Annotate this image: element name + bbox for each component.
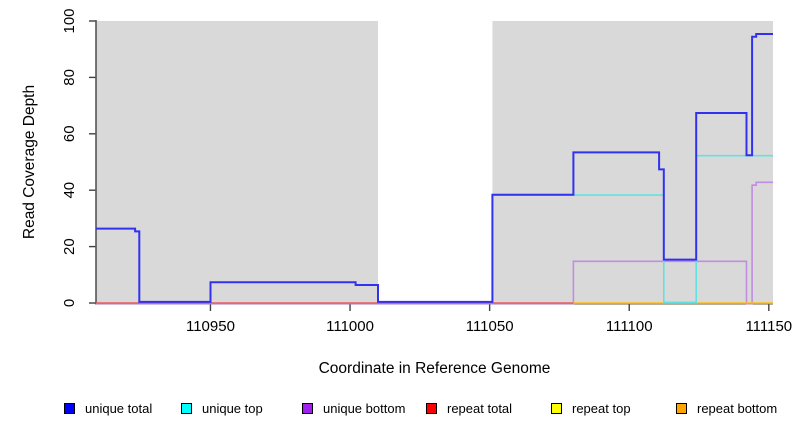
legend-swatch-unique-total: [64, 402, 75, 414]
y-tick-label-0: 0: [61, 299, 78, 307]
series-line-unique-total: [96, 33, 773, 303]
y-tick-label-20: 20: [61, 238, 78, 255]
legend-item-repeat-total: repeat total: [426, 399, 512, 417]
x-axis-title: Coordinate in Reference Genome: [318, 360, 551, 377]
x-tick-label-111000: 111000: [326, 318, 374, 335]
legend-item-repeat-bottom: repeat bottom: [676, 399, 777, 417]
x-tick-label-111050: 111050: [466, 318, 514, 335]
legend-label: repeat bottom: [697, 400, 778, 416]
legend-item-unique-top: unique top: [181, 399, 263, 417]
gray-region-right: [492, 21, 773, 303]
x-tick-label-111100: 111100: [606, 318, 653, 335]
legend-label: unique top: [202, 400, 263, 416]
legend-swatch-unique-bottom: [302, 402, 313, 414]
y-tick-label-80: 80: [61, 69, 78, 86]
legend-swatch-repeat-total: [426, 402, 437, 414]
y-tick-label-60: 60: [61, 125, 78, 142]
legend: unique total unique top unique bottom repea…: [0, 399, 792, 419]
plot-area: 110950 111000 111050 111100 111150 0 20 40 60 80 1…: [61, 8, 792, 335]
legend-label: unique bottom: [323, 400, 406, 416]
y-axis-title: Read Coverage Depth: [21, 84, 38, 240]
gray-region-left: [96, 21, 378, 303]
x-tick-label-110950: 110950: [186, 318, 235, 335]
legend-label: repeat total: [447, 400, 513, 416]
x-tick-label-111150: 111150: [745, 318, 792, 335]
legend-item-unique-bottom: unique bottom: [302, 399, 405, 417]
legend-label: unique total: [85, 400, 153, 416]
legend-swatch-repeat-bottom: [676, 402, 687, 414]
y-tick-label-100: 100: [61, 8, 78, 33]
legend-item-unique-total: unique total: [64, 399, 152, 417]
legend-item-repeat-top: repeat top: [551, 399, 631, 417]
legend-label: repeat top: [572, 400, 631, 416]
legend-swatch-repeat-top: [551, 402, 562, 414]
y-tick-label-40: 40: [61, 182, 78, 199]
legend-swatch-unique-top: [181, 402, 192, 414]
